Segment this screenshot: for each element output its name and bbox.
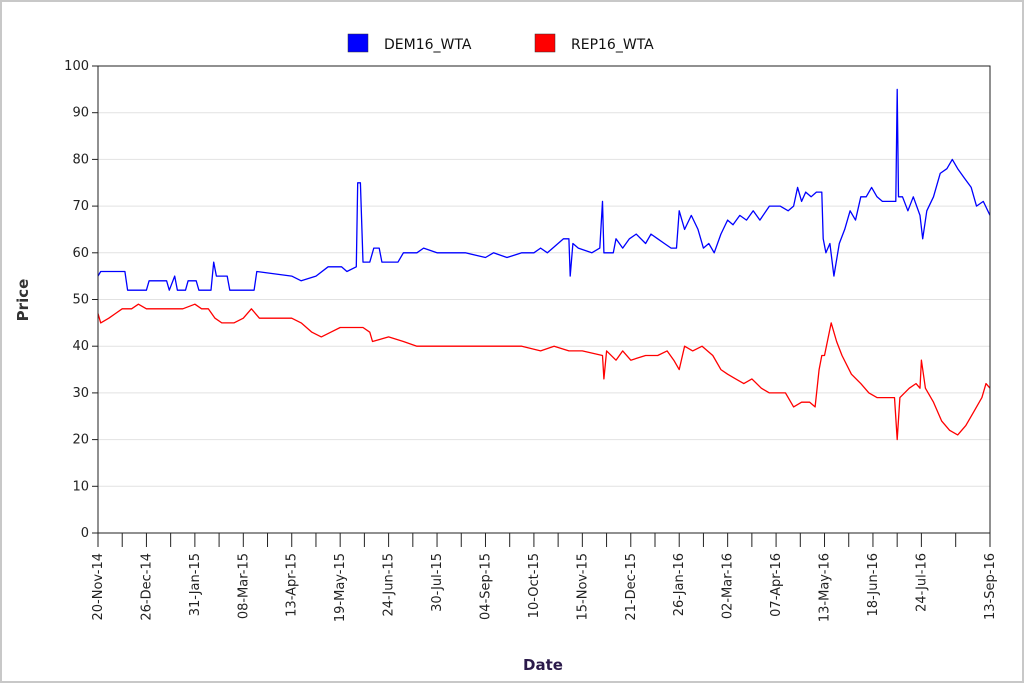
x-axis-title: Date xyxy=(523,656,563,674)
legend-swatch-dem xyxy=(347,33,369,53)
x-tick-label: 31-Jan-15 xyxy=(188,553,203,616)
y-tick-label: 40 xyxy=(72,339,89,354)
y-axis-title: Price xyxy=(14,279,32,322)
y-tick-label: 50 xyxy=(72,293,89,308)
x-tick-label: 04-Sep-15 xyxy=(478,553,493,620)
legend: DEM16_WTA REP16_WTA xyxy=(347,33,654,53)
y-tick-label: 10 xyxy=(72,479,89,494)
x-tick-label: 07-Apr-16 xyxy=(769,553,784,617)
x-tick-label: 20-Nov-14 xyxy=(91,553,106,621)
x-tick-label: 13-Sep-16 xyxy=(983,553,998,620)
series-lines xyxy=(97,88,991,441)
y-axis: 0 10 20 30 40 50 60 70 80 90 100 xyxy=(64,59,98,541)
series-line-dem16_wta xyxy=(97,88,991,291)
legend-swatch-rep xyxy=(534,33,556,53)
gridlines xyxy=(98,112,990,487)
x-tick-label: 15-Nov-15 xyxy=(575,553,590,621)
legend-label-dem: DEM16_WTA xyxy=(384,37,472,53)
x-tick-label: 13-May-16 xyxy=(818,553,833,622)
x-axis: 20-Nov-14 26-Dec-14 31-Jan-15 08-Mar-15 13-A… xyxy=(91,533,998,622)
plot-area-border xyxy=(97,65,991,534)
y-tick-label: 80 xyxy=(72,152,89,167)
x-tick-label: 24-Jun-15 xyxy=(382,553,397,617)
x-tick-label: 24-Jul-16 xyxy=(914,553,929,612)
x-tick-label: 19-May-15 xyxy=(333,553,348,622)
legend-label-rep: REP16_WTA xyxy=(571,37,654,53)
x-tick-label: 13-Apr-15 xyxy=(285,553,300,617)
x-tick-label: 26-Dec-14 xyxy=(139,553,154,621)
x-tick-label: 08-Mar-15 xyxy=(236,553,251,619)
y-tick-label: 30 xyxy=(72,386,89,401)
x-tick-label: 26-Jan-16 xyxy=(672,553,687,616)
y-tick-label: 0 xyxy=(81,526,89,541)
y-tick-label: 90 xyxy=(72,106,89,121)
x-tick-label: 18-Jun-16 xyxy=(866,553,881,617)
x-tick-label: 30-Jul-15 xyxy=(430,553,445,612)
y-tick-label: 70 xyxy=(72,199,89,214)
x-tick-label: 02-Mar-16 xyxy=(721,553,736,619)
series-line-rep16_wta xyxy=(97,303,991,441)
x-tick-label: 10-Oct-15 xyxy=(527,553,542,618)
y-tick-label: 100 xyxy=(64,59,89,74)
y-tick-label: 20 xyxy=(72,433,89,448)
x-tick-label: 21-Dec-15 xyxy=(624,553,639,621)
y-tick-label: 60 xyxy=(72,246,89,261)
